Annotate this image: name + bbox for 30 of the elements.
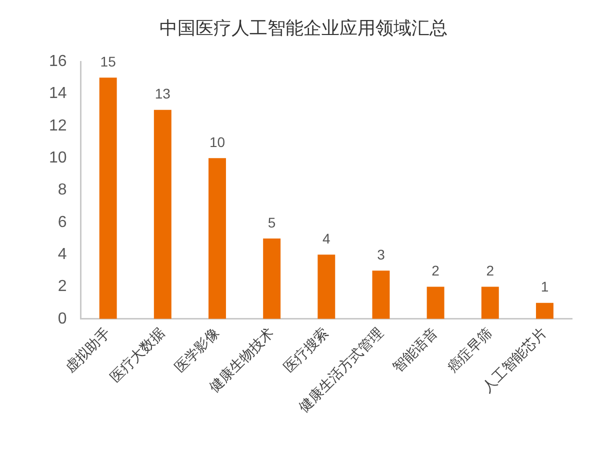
y-tick-label: 12 bbox=[49, 117, 67, 134]
chart-title: 中国医疗人工智能企业应用领域汇总 bbox=[160, 18, 448, 38]
data-label: 5 bbox=[268, 214, 276, 230]
data-label: 15 bbox=[100, 54, 116, 70]
y-tick-label: 0 bbox=[58, 310, 67, 328]
data-label: 1 bbox=[540, 278, 549, 295]
y-tick-label: 2 bbox=[58, 278, 67, 296]
data-label: 13 bbox=[154, 86, 171, 102]
bar bbox=[372, 270, 390, 319]
y-tick-label: 8 bbox=[58, 182, 67, 199]
data-label: 2 bbox=[486, 262, 494, 279]
data-label: 4 bbox=[322, 230, 330, 246]
bar bbox=[481, 286, 499, 319]
bar bbox=[536, 302, 554, 319]
x-tick-label: 医疗大数据 bbox=[106, 324, 168, 386]
y-tick-label: 16 bbox=[49, 53, 67, 70]
y-tick-label: 14 bbox=[49, 85, 67, 102]
data-label: 3 bbox=[377, 246, 386, 263]
data-label: 2 bbox=[432, 262, 440, 279]
data-label: 10 bbox=[209, 134, 226, 150]
bar bbox=[99, 78, 117, 319]
bar bbox=[154, 110, 172, 319]
y-tick-label: 4 bbox=[58, 246, 67, 263]
y-tick-label: 6 bbox=[58, 214, 67, 231]
bar bbox=[318, 254, 336, 319]
y-tick-label: 10 bbox=[49, 150, 67, 167]
bar bbox=[263, 238, 281, 319]
x-tick-label: 智能语音 bbox=[389, 324, 440, 376]
bar bbox=[426, 286, 444, 319]
bar bbox=[208, 158, 226, 319]
